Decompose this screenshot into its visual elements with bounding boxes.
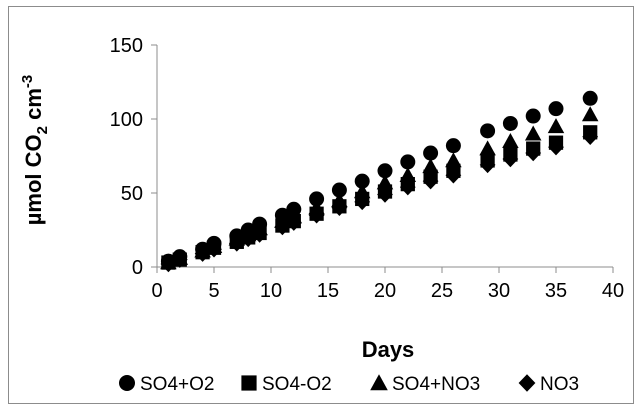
legend-marker-triangle xyxy=(370,374,388,391)
legend-marker-diamond xyxy=(518,374,536,392)
data-point-square xyxy=(480,153,495,168)
data-point-triangle xyxy=(502,132,519,148)
chart-frame: 0 5 10 15 20 25 30 35 40 0 50 100 150 Days µmol CO2… xyxy=(8,6,634,404)
data-point-circle xyxy=(286,201,302,217)
x-tick-label: 20 xyxy=(374,280,396,302)
x-tick-label: 5 xyxy=(208,280,219,302)
data-point-square xyxy=(446,163,461,178)
y-tick-label: 150 xyxy=(110,35,143,57)
data-point-square xyxy=(309,206,324,221)
scatter-chart: 0 5 10 15 20 25 30 35 40 0 50 100 150 Days µmol CO2… xyxy=(19,35,624,395)
data-point-circle xyxy=(423,145,439,161)
data-point-square xyxy=(377,184,393,199)
data-point-circle xyxy=(582,90,598,106)
x-tick-label: 35 xyxy=(545,280,567,302)
data-point-triangle xyxy=(445,152,462,168)
data-point-circle xyxy=(195,241,211,257)
data-points xyxy=(160,90,599,273)
x-tick-label: 10 xyxy=(260,280,282,302)
data-point-square xyxy=(423,169,438,184)
legend: SO4+O2 SO4-O2 SO4+NO3 NO3 xyxy=(119,374,579,395)
y-axis-title-main: µmol CO xyxy=(21,134,46,225)
legend-marker-square xyxy=(241,375,257,391)
data-point-circle xyxy=(274,207,290,223)
data-point-square xyxy=(503,147,518,162)
data-point-circle xyxy=(252,216,268,232)
data-point-circle xyxy=(229,228,245,244)
data-point-circle xyxy=(160,253,176,269)
x-tick-label: 0 xyxy=(151,280,162,302)
data-point-circle xyxy=(240,222,256,238)
legend-label: SO4-O2 xyxy=(262,374,332,395)
data-point-square xyxy=(355,191,370,207)
data-point-circle xyxy=(525,108,541,124)
data-point-circle xyxy=(206,235,222,251)
y-tick-label: 50 xyxy=(121,183,143,205)
data-point-circle xyxy=(331,182,347,198)
y-tick-label: 0 xyxy=(132,257,143,279)
y-tick-labels: 0 50 100 150 xyxy=(110,35,143,279)
y-axis-title: µmol CO2 cm-3 xyxy=(19,75,51,226)
y-tick-label: 100 xyxy=(110,109,143,131)
data-point-triangle xyxy=(479,140,496,156)
legend-label: SO4+O2 xyxy=(140,374,214,395)
data-point-triangle xyxy=(581,106,599,122)
data-point-circle xyxy=(502,115,518,131)
data-point-triangle xyxy=(547,118,565,134)
data-point-circle xyxy=(400,154,416,170)
data-point-circle xyxy=(354,173,370,189)
data-point-square xyxy=(400,176,415,192)
x-tick-label: 15 xyxy=(317,280,339,302)
x-axis-title: Days xyxy=(362,337,415,362)
x-tick-label: 30 xyxy=(488,280,510,302)
legend-label: NO3 xyxy=(540,374,579,395)
y-axis-title-unit: cm xyxy=(21,88,46,126)
data-point-triangle xyxy=(422,158,439,174)
data-point-circle xyxy=(445,138,461,154)
data-point-square xyxy=(275,218,290,233)
x-tick-label: 25 xyxy=(431,280,453,302)
x-tick-label: 40 xyxy=(602,280,624,302)
data-point-circle xyxy=(548,101,564,117)
data-point-square xyxy=(286,213,301,229)
data-point-circle xyxy=(309,191,325,207)
series-square xyxy=(161,125,598,270)
data-point-square xyxy=(332,199,347,214)
data-point-triangle xyxy=(524,125,542,141)
y-axis-title-sup: -3 xyxy=(19,75,36,88)
data-point-square xyxy=(583,125,598,140)
legend-label: SO4+NO3 xyxy=(392,374,480,395)
y-axis-title-sub: 2 xyxy=(34,126,51,134)
series-circle xyxy=(160,90,598,269)
data-point-circle xyxy=(480,123,496,139)
data-point-square xyxy=(548,135,564,150)
x-tick-labels: 0 5 10 15 20 25 30 35 40 xyxy=(151,280,624,302)
axes xyxy=(151,44,614,273)
data-point-square xyxy=(526,141,541,156)
data-point-circle xyxy=(172,249,188,265)
legend-marker-circle xyxy=(119,375,135,391)
data-point-circle xyxy=(377,163,393,179)
